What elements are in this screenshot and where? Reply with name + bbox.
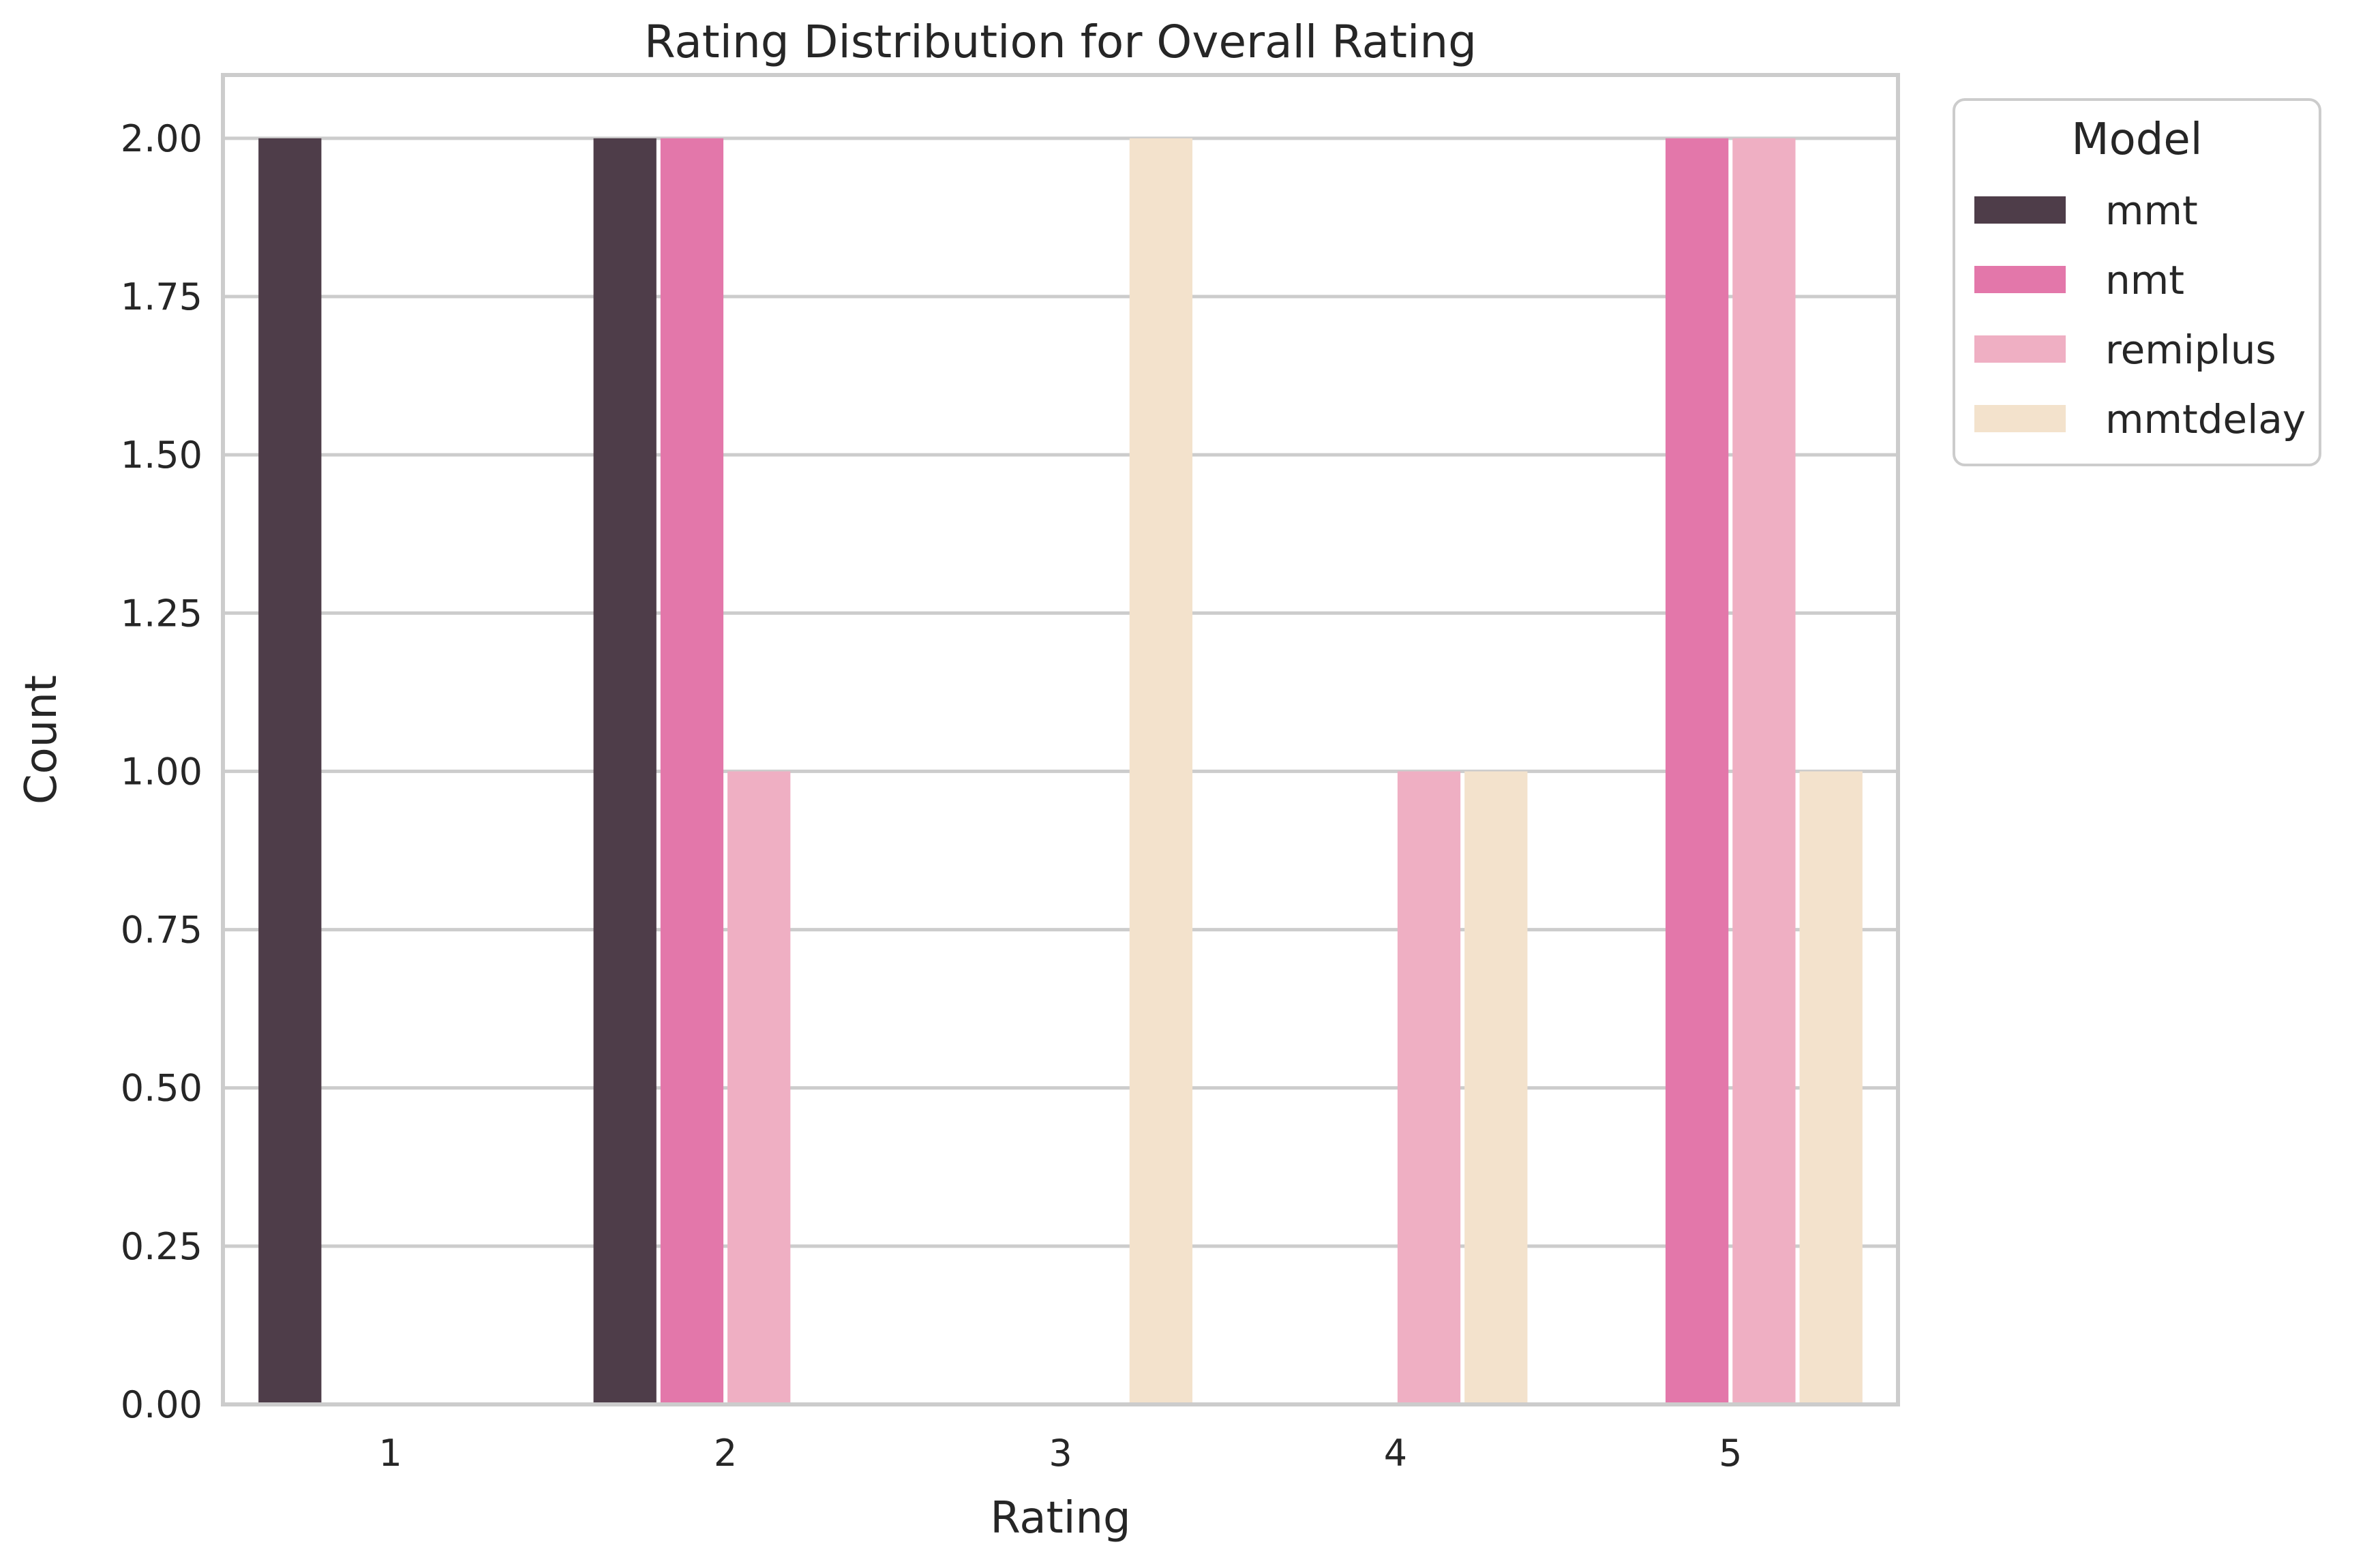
legend-swatch-mmtdelay	[1974, 405, 2066, 432]
bar-nmt-rating-5	[1666, 138, 1729, 1404]
y-axis-title: Count	[16, 675, 67, 804]
y-tick-label: 1.25	[121, 592, 202, 635]
y-tick-label: 0.75	[121, 909, 202, 952]
legend-title: Model	[2071, 115, 2202, 165]
y-tick-labels: 0.00 0.25 0.50 0.75 1.00 1.25 1.50 1.75 2.00	[121, 117, 202, 1426]
bar-mmtdelay-rating-5	[1799, 771, 1863, 1404]
legend-label-nmt: nmt	[2105, 257, 2184, 303]
legend-label-remiplus: remiplus	[2105, 327, 2276, 373]
y-tick-label: 1.75	[121, 275, 202, 318]
bars	[258, 138, 1863, 1404]
plot-frame	[221, 73, 1900, 1406]
legend-items: mmt nmt remiplus mmtdelay	[1974, 187, 2306, 442]
y-tick-label: 1.50	[121, 434, 202, 477]
x-tick-label: 1	[379, 1432, 402, 1475]
bar-remiplus-rating-4	[1397, 771, 1461, 1404]
bar-mmtdelay-rating-4	[1464, 771, 1528, 1404]
legend-label-mmtdelay: mmtdelay	[2105, 396, 2306, 442]
y-tick-label: 2.00	[121, 117, 202, 160]
legend-box	[1953, 98, 2321, 466]
bar-nmt-rating-2	[660, 138, 724, 1404]
y-tick-label: 0.50	[121, 1067, 202, 1110]
y-tick-label: 1.00	[121, 750, 202, 793]
bar-mmtdelay-rating-3	[1129, 138, 1193, 1404]
legend-label-mmt: mmt	[2105, 187, 2198, 234]
y-tick-label: 0.25	[121, 1225, 202, 1268]
legend-swatch-nmt	[1974, 266, 2066, 293]
x-tick-label: 2	[714, 1432, 737, 1475]
bar-remiplus-rating-2	[727, 771, 791, 1404]
x-tick-label: 5	[1719, 1432, 1742, 1475]
bar-mmt-rating-2	[593, 138, 657, 1404]
legend-swatch-remiplus	[1974, 335, 2066, 363]
x-tick-label: 3	[1049, 1432, 1072, 1475]
bar-remiplus-rating-5	[1732, 138, 1796, 1404]
chart-title: Rating Distribution for Overall Rating	[644, 16, 1477, 68]
x-tick-labels: 1 2 3 4 5	[379, 1432, 1743, 1475]
bar-mmt-rating-1	[258, 138, 322, 1404]
x-axis-title: Rating	[990, 1493, 1130, 1544]
legend-swatch-mmt	[1974, 196, 2066, 224]
x-tick-label: 4	[1384, 1432, 1407, 1475]
y-tick-label: 0.00	[121, 1383, 202, 1426]
legend: Model mmt nmt remiplus mmtdelay	[1953, 98, 2321, 466]
